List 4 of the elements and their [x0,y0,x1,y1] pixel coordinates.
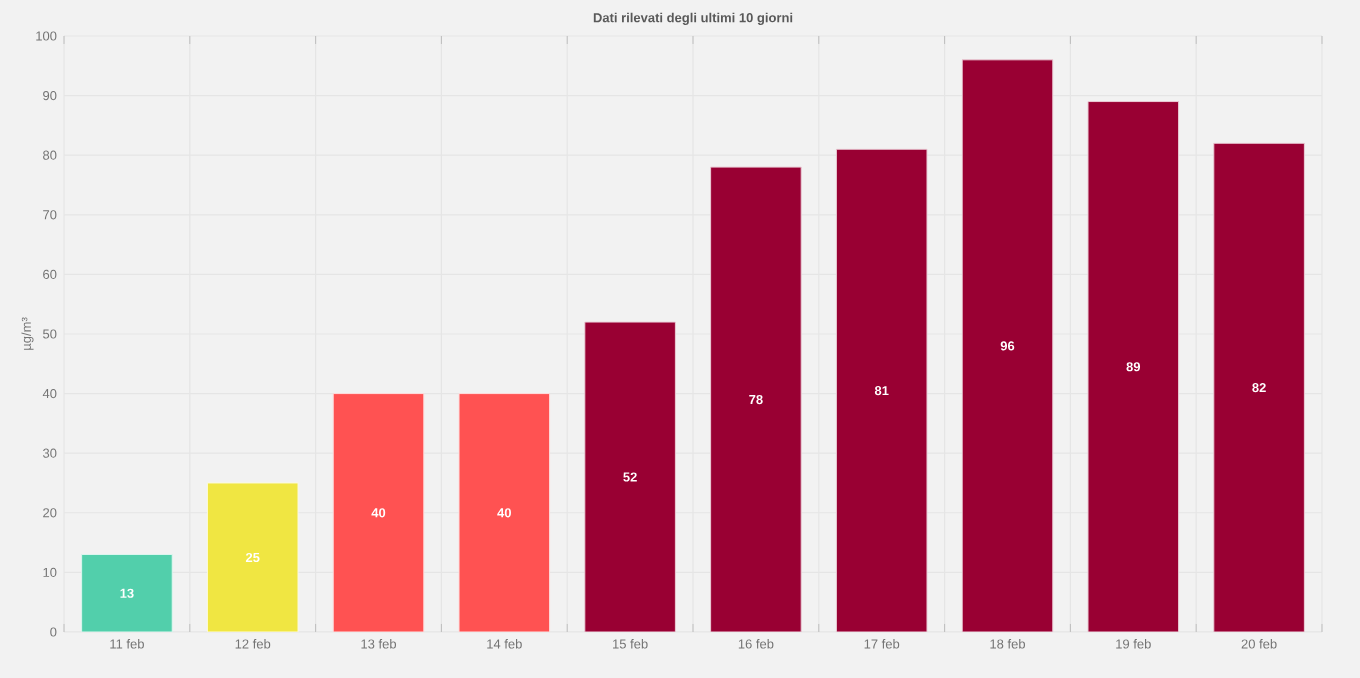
bar [206,482,299,632]
bar [584,321,676,632]
bar [1087,101,1180,632]
bar [961,59,1054,632]
